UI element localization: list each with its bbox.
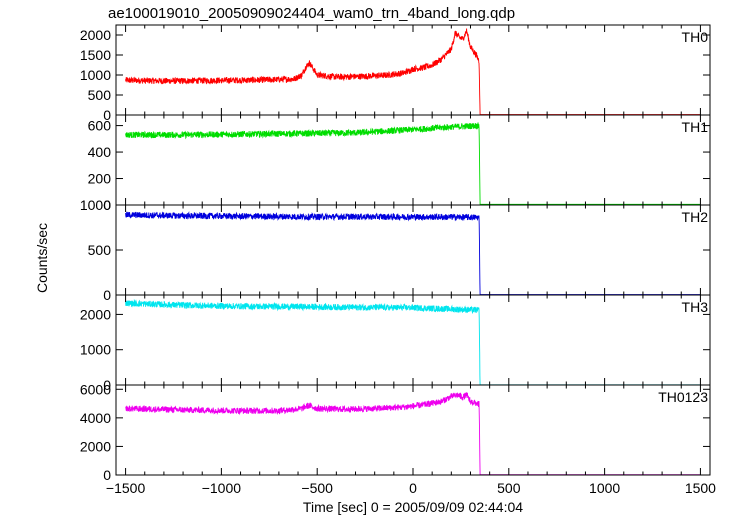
panel-label-th0: TH0 [682, 29, 709, 45]
y-tick-label: 2000 [80, 438, 111, 454]
y-tick-label: 500 [88, 242, 112, 258]
y-tick-label: 0 [103, 467, 111, 483]
y-tick-label: 4000 [80, 410, 111, 426]
x-tick-label: 1000 [589, 480, 620, 496]
y-tick-label: 2000 [80, 306, 111, 322]
y-tick-label: 1500 [80, 47, 111, 63]
y-tick-label: 0 [103, 377, 111, 393]
x-tick-label: 1500 [685, 480, 716, 496]
panel-label-th1: TH1 [682, 119, 709, 135]
panel-th3: 0 1000 2000 TH3 [80, 294, 711, 393]
panel-th0123: 0 2000 4000 6000 TH0123 [80, 381, 711, 483]
y-tick-label: 500 [88, 87, 112, 103]
x-tick-label: −500 [301, 480, 333, 496]
y-tick-label: 1000 [80, 342, 111, 358]
x-axis-label: Time [sec] 0 = 2005/09/09 02:44:04 [303, 499, 523, 515]
y-tick-label: 2000 [80, 27, 111, 43]
y-tick-label: 6000 [80, 381, 111, 397]
y-tick-label: 200 [88, 171, 112, 187]
y-tick-label: 600 [88, 118, 112, 134]
series-line-th1 [125, 122, 701, 205]
series-line-th0 [125, 28, 701, 116]
panel-th1: 0 200 400 600 TH1 [88, 114, 711, 213]
x-axis: −1500 −1000 −500 0 500 1000 1500 [106, 480, 716, 496]
y-tick-label: 400 [88, 144, 112, 160]
series-line-th3 [125, 298, 701, 386]
series-line-th2 [125, 211, 701, 296]
y-tick-label: 0 [103, 197, 111, 213]
x-tick-label: 0 [409, 480, 417, 496]
x-tick-label: −1500 [106, 480, 146, 496]
panel-label-th0123: TH0123 [658, 389, 708, 405]
panel-label-th2: TH2 [682, 209, 709, 225]
series-line-th0123 [125, 392, 701, 476]
x-tick-label: 500 [497, 480, 521, 496]
y-tick-label: 1000 [80, 197, 111, 213]
x-tick-label: −1000 [202, 480, 242, 496]
panel-frame [115, 384, 711, 476]
chart-title: ae100019010_20050909024404_wam0_trn_4ban… [108, 5, 515, 22]
panel-label-th3: TH3 [682, 299, 709, 315]
panel-th0: 0 500 1000 1500 2000 TH0 [80, 24, 711, 123]
y-tick-label: 0 [103, 287, 111, 303]
panel-th2: 0 500 1000 TH2 [80, 197, 711, 303]
y-tick-label: 0 [103, 107, 111, 123]
y-axis-label: Counts/sec [34, 223, 50, 293]
y-tick-label: 1000 [80, 67, 111, 83]
panels-group: 0 500 1000 1500 2000 TH0 0 200 400 600 TH1 0 500 1000… [80, 24, 711, 483]
